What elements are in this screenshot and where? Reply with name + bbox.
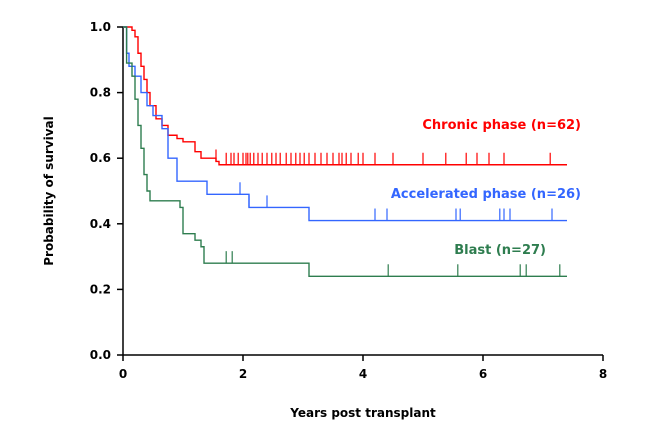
- x-tick-label: 6: [479, 367, 487, 381]
- curve-series-2: [123, 26, 567, 277]
- x-tick-label: 0: [119, 367, 127, 381]
- survival-curves: [123, 26, 567, 277]
- y-tick-label: 0.2: [90, 282, 111, 296]
- y-tick-label: 0.4: [90, 217, 111, 231]
- y-tick-label: 0.0: [90, 348, 111, 362]
- y-tick-label: 0.8: [90, 86, 111, 100]
- y-tick-label: 1.0: [90, 20, 111, 34]
- series-label-2: Blast (n=27): [454, 243, 546, 258]
- censor-marks: [215, 149, 561, 277]
- x-tick-label: 8: [599, 367, 607, 381]
- curve-series-1: [123, 26, 567, 222]
- x-ticks: 0 2 4 6 8: [119, 355, 607, 381]
- series-label-0: Chronic phase (n=62): [422, 118, 581, 133]
- x-tick-label: 4: [359, 367, 367, 381]
- y-axis-title: Probability of survival: [42, 116, 56, 266]
- x-axis-title: Years post transplant: [289, 406, 436, 420]
- series-labels: Chronic phase (n=62) Accelerated phase (n…: [391, 118, 581, 258]
- y-ticks: 0.0 0.2 0.4 0.6 0.8 1.0: [90, 20, 123, 362]
- y-tick-label: 0.6: [90, 151, 111, 165]
- curve-series-0: [123, 26, 567, 166]
- x-tick-label: 2: [239, 367, 247, 381]
- series-label-1: Accelerated phase (n=26): [391, 187, 581, 202]
